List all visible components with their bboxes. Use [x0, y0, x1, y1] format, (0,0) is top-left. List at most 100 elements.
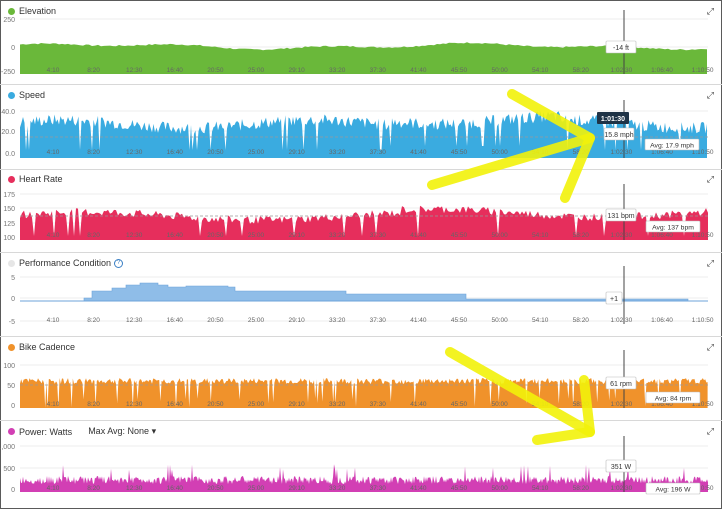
x-tick-label: 25:00: [248, 401, 265, 408]
x-tick-label: 1:02:30: [611, 67, 633, 74]
x-tick-label: 58:20: [573, 149, 590, 156]
cursor-value-tooltip: [605, 291, 623, 305]
x-tick-label: 33:20: [329, 232, 346, 239]
x-tick-label: 45:50: [451, 149, 468, 156]
expand-arrows-icon[interactable]: ⤢: [706, 426, 714, 436]
x-tick-label: 1:02:30: [611, 401, 633, 408]
cursor-value-text: -14 ft: [613, 45, 629, 52]
bike-cadence-legend-dot: [8, 343, 15, 351]
x-tick-label: 4:10: [47, 317, 60, 324]
power-panel: Power: Watts Max Avg: None ▾ ⤢ 1,000 500 0…: [0, 426, 722, 508]
x-tick-label: 41:40: [410, 232, 427, 239]
x-tick-label: 29:10: [288, 401, 305, 408]
max-avg-dropdown[interactable]: Max Avg: None ▾: [88, 426, 156, 437]
x-tick-label: 25:00: [248, 485, 265, 492]
x-tick-label: 58:20: [573, 317, 590, 324]
y-tick-label: 100: [3, 363, 15, 370]
bike-cadence-chart[interactable]: 100 50 0 4:10 8:20 12:30 16:40 20:50 25:00 29:10 3…: [0, 342, 722, 422]
expand-arrows-icon[interactable]: ⤢: [706, 258, 714, 268]
x-tick-label: 33:20: [329, 317, 346, 324]
x-tick-label: 41:40: [410, 149, 427, 156]
y-tick-label: 20.0: [1, 129, 15, 136]
heart-rate-chart[interactable]: 175 150 125 100 4:10 8:20 12:30 16:40 20:50 25:00…: [0, 174, 722, 254]
elevation-legend-dot: [8, 7, 15, 15]
x-tick-label: 8:20: [87, 317, 100, 324]
x-tick-label: 41:40: [410, 317, 427, 324]
x-tick-label: 8:20: [87, 149, 100, 156]
x-tick-label: 16:40: [167, 149, 184, 156]
cursor-value-text: 61 rpm: [610, 381, 632, 388]
help-circle-icon[interactable]: ?: [114, 258, 124, 268]
x-tick-label: 33:20: [329, 401, 346, 408]
x-tick-label: 16:40: [167, 485, 184, 492]
cursor-value-text: 15.8 mph: [604, 132, 633, 139]
performance-condition-chart[interactable]: 5 0 -5 4:10 8:20 12:30 16:40 20:50 25:00 29:10 33:…: [0, 258, 722, 338]
x-tick-label: 1:10:50: [692, 317, 714, 324]
cursor-value-tooltip: [605, 459, 637, 473]
performance-condition-area: [75, 282, 689, 302]
power-title-label: Power: Watts: [19, 426, 73, 437]
x-tick-label: 37:30: [370, 401, 387, 408]
heart-rate-panel: Heart Rate ⤢ 175 150 125 100 4:10 8:20 12:30 16…: [0, 174, 722, 254]
cursor-time-text: 1:01:30: [601, 116, 625, 123]
power-title: Power: Watts Max Avg: None ▾: [8, 426, 156, 437]
speed-legend-dot: [8, 91, 15, 99]
elevation-title-label: Elevation: [19, 6, 57, 16]
y-tick-label: 250: [3, 17, 15, 24]
x-tick-label: 50:00: [491, 67, 508, 74]
x-tick-label: 12:30: [126, 149, 143, 156]
x-tick-label: 29:10: [288, 149, 305, 156]
x-tick-label: 16:40: [167, 401, 184, 408]
expand-arrows-icon[interactable]: ⤢: [706, 174, 714, 184]
x-tick-label: 50:00: [491, 232, 508, 239]
y-tick-label: 40.0: [1, 109, 15, 116]
x-tick-label: 16:40: [167, 67, 184, 74]
x-tick-label: 1:06:40: [651, 317, 673, 324]
x-tick-label: 25:00: [248, 317, 265, 324]
x-tick-label: 12:30: [126, 485, 143, 492]
bike-cadence-title: Bike Cadence: [8, 342, 75, 352]
x-tick-label: 1:10:50: [692, 401, 714, 408]
x-tick-label: 8:20: [87, 232, 100, 239]
average-tooltip: [645, 220, 701, 233]
elevation-chart[interactable]: 250 0 -250 4:10 8:20 12:30 16:40 20:50 25:00 29:1…: [0, 6, 722, 78]
power-chart[interactable]: 1,000 500 0 4:10 8:20 12:30 16:40 20:50 25:00 29:…: [0, 426, 722, 508]
x-tick-label: 41:40: [410, 401, 427, 408]
cursor-value-text: +1: [610, 296, 618, 303]
x-tick-label: 33:20: [329, 485, 346, 492]
average-tooltip: [645, 482, 701, 495]
x-tick-label: 1:10:50: [692, 67, 714, 74]
y-tick-label: 150: [3, 206, 15, 213]
average-value-text: Avg: 137 bpm: [652, 225, 694, 232]
y-tick-label: 0.0: [5, 151, 15, 158]
x-tick-label: 29:10: [288, 317, 305, 324]
x-tick-label: 54:10: [532, 485, 549, 492]
x-tick-label: 41:40: [410, 485, 427, 492]
y-tick-label: 0: [11, 296, 15, 303]
expand-arrows-icon[interactable]: ⤢: [706, 342, 714, 352]
average-value-text: Avg: 196 W: [655, 487, 691, 494]
speed-chart[interactable]: 40.0 20.0 0.0 4:10 8:20 12:30 16:40 20:50 25:00 2…: [0, 90, 722, 170]
y-tick-label: 1,000: [0, 444, 15, 451]
x-tick-label: 8:20: [87, 401, 100, 408]
x-tick-label: 45:50: [451, 317, 468, 324]
bike-cadence-panel: Bike Cadence ⤢ 100 50 0 4:10 8:20 12:30 16:40 2…: [0, 342, 722, 422]
expand-arrows-icon[interactable]: ⤢: [706, 90, 714, 100]
heart-rate-title: Heart Rate: [8, 174, 63, 184]
y-tick-label: -250: [1, 69, 15, 76]
y-tick-label: 175: [3, 192, 15, 199]
x-tick-label: 58:20: [573, 67, 590, 74]
x-tick-label: 4:10: [47, 485, 60, 492]
x-tick-label: 58:20: [573, 401, 590, 408]
max-avg-label: Max Avg: None: [88, 426, 150, 436]
average-value-text: Avg: 17.9 mph: [650, 143, 694, 150]
elevation-title: Elevation: [8, 6, 56, 16]
x-tick-label: 45:50: [451, 401, 468, 408]
x-tick-label: 4:10: [47, 149, 60, 156]
x-tick-label: 20:50: [207, 485, 224, 492]
x-tick-label: 1:10:50: [692, 485, 714, 492]
expand-arrows-icon[interactable]: ⤢: [706, 6, 714, 16]
x-tick-label: 16:40: [167, 317, 184, 324]
y-tick-label: 500: [3, 466, 15, 473]
performance-condition-title-label: Performance Condition: [19, 258, 112, 268]
